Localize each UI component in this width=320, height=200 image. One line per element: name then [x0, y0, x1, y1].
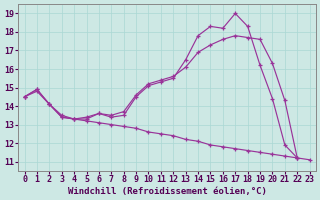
X-axis label: Windchill (Refroidissement éolien,°C): Windchill (Refroidissement éolien,°C) — [68, 187, 267, 196]
